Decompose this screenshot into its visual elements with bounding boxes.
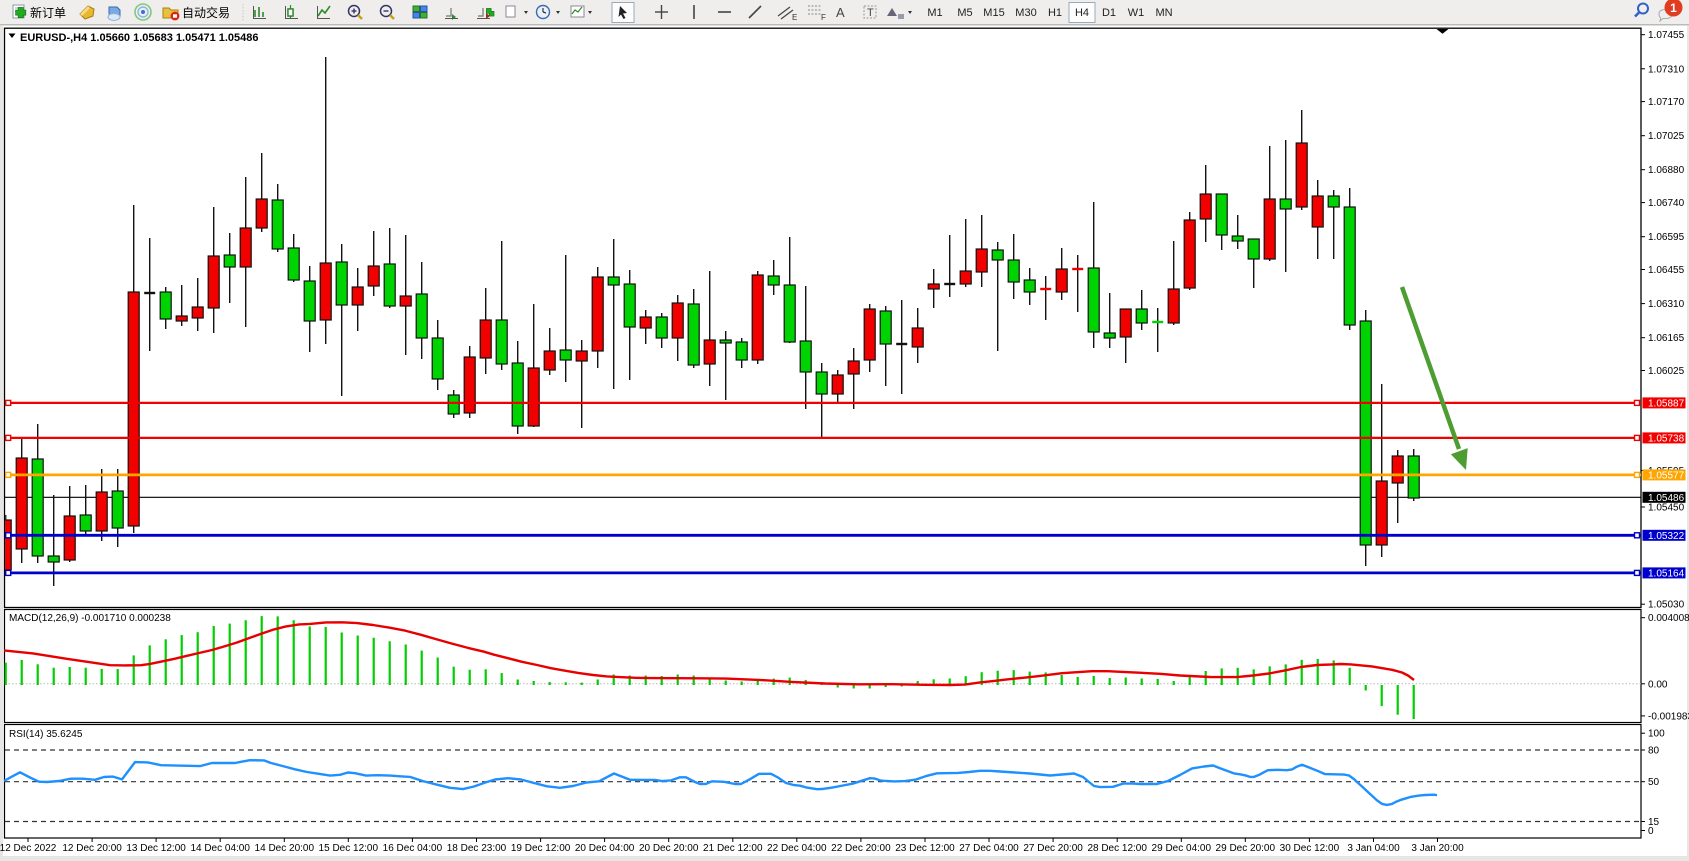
svg-text:新订单: 新订单 — [30, 5, 66, 20]
svg-text:1.07455: 1.07455 — [1648, 30, 1685, 41]
svg-text:1.05030: 1.05030 — [1648, 600, 1685, 611]
svg-text:自动交易: 自动交易 — [182, 5, 230, 20]
svg-text:80: 80 — [1648, 746, 1660, 757]
svg-text:20 Dec 20:00: 20 Dec 20:00 — [639, 843, 699, 854]
svg-text:22 Dec 04:00: 22 Dec 04:00 — [767, 843, 827, 854]
svg-text:27 Dec 20:00: 27 Dec 20:00 — [1023, 843, 1083, 854]
svg-text:-0.001983: -0.001983 — [1648, 711, 1689, 722]
svg-text:21 Dec 12:00: 21 Dec 12:00 — [703, 843, 763, 854]
svg-text:1.05486: 1.05486 — [1648, 493, 1685, 504]
svg-text:1: 1 — [1670, 1, 1677, 15]
svg-text:E: E — [792, 13, 797, 22]
svg-text:1.06165: 1.06165 — [1648, 333, 1685, 344]
svg-text:MACD(12,26,9) -0.001710 0.0002: MACD(12,26,9) -0.001710 0.000238 — [9, 613, 171, 624]
svg-text:15 Dec 12:00: 15 Dec 12:00 — [319, 843, 379, 854]
svg-text:1.07170: 1.07170 — [1648, 97, 1685, 108]
svg-text:100: 100 — [1648, 729, 1665, 740]
svg-text:14 Dec 04:00: 14 Dec 04:00 — [190, 843, 250, 854]
svg-text:13 Dec 12:00: 13 Dec 12:00 — [126, 843, 186, 854]
svg-text:20 Dec 04:00: 20 Dec 04:00 — [575, 843, 635, 854]
svg-text:1.05164: 1.05164 — [1648, 569, 1685, 580]
svg-text:1.05738: 1.05738 — [1648, 434, 1685, 445]
svg-text:19 Dec 12:00: 19 Dec 12:00 — [511, 843, 571, 854]
svg-text:3 Jan 20:00: 3 Jan 20:00 — [1411, 843, 1464, 854]
svg-text:16 Dec 04:00: 16 Dec 04:00 — [383, 843, 443, 854]
svg-text:0: 0 — [1648, 826, 1654, 837]
svg-text:14 Dec 20:00: 14 Dec 20:00 — [255, 843, 315, 854]
svg-text:RSI(14) 35.6245: RSI(14) 35.6245 — [9, 729, 83, 740]
svg-text:MN: MN — [1155, 7, 1172, 19]
svg-text:T: T — [867, 7, 874, 19]
svg-text:15: 15 — [1648, 817, 1660, 828]
svg-text:1.05887: 1.05887 — [1648, 399, 1685, 410]
svg-text:H1: H1 — [1048, 7, 1062, 19]
svg-text:EURUSD-,H4 1.05660 1.05683 1.: EURUSD-,H4 1.05660 1.05683 1.05471 1.054… — [20, 32, 259, 44]
svg-text:27 Dec 04:00: 27 Dec 04:00 — [959, 843, 1019, 854]
svg-text:1.07310: 1.07310 — [1648, 64, 1685, 75]
svg-text:0.00: 0.00 — [1648, 679, 1668, 690]
svg-text:D1: D1 — [1102, 7, 1116, 19]
svg-text:1.05577: 1.05577 — [1648, 471, 1685, 482]
svg-text:M1: M1 — [927, 7, 942, 19]
svg-text:29 Dec 20:00: 29 Dec 20:00 — [1216, 843, 1276, 854]
svg-text:1.06025: 1.06025 — [1648, 366, 1685, 377]
svg-text:1.06740: 1.06740 — [1648, 198, 1685, 209]
svg-text:1.07025: 1.07025 — [1648, 131, 1685, 142]
svg-text:1.06455: 1.06455 — [1648, 265, 1685, 276]
svg-text:W1: W1 — [1128, 7, 1145, 19]
svg-text:F: F — [821, 13, 826, 22]
svg-text:A: A — [836, 5, 845, 20]
svg-text:1.06595: 1.06595 — [1648, 232, 1685, 243]
svg-text:1.06880: 1.06880 — [1648, 165, 1685, 176]
svg-text:29 Dec 04:00: 29 Dec 04:00 — [1152, 843, 1212, 854]
svg-text:30 Dec 12:00: 30 Dec 12:00 — [1280, 843, 1340, 854]
svg-text:3 Jan 04:00: 3 Jan 04:00 — [1347, 843, 1400, 854]
svg-text:0.004008: 0.004008 — [1648, 613, 1689, 624]
svg-text:12 Dec 2022: 12 Dec 2022 — [0, 843, 57, 854]
svg-text:1.05322: 1.05322 — [1648, 531, 1685, 542]
svg-text:12 Dec 20:00: 12 Dec 20:00 — [62, 843, 122, 854]
svg-text:1.06310: 1.06310 — [1648, 299, 1685, 310]
svg-text:M30: M30 — [1015, 7, 1036, 19]
svg-text:22 Dec 20:00: 22 Dec 20:00 — [831, 843, 891, 854]
svg-text:H4: H4 — [1075, 7, 1089, 19]
svg-text:M15: M15 — [983, 7, 1004, 19]
svg-text:M5: M5 — [957, 7, 972, 19]
svg-text:18 Dec 23:00: 18 Dec 23:00 — [447, 843, 507, 854]
svg-text:28 Dec 12:00: 28 Dec 12:00 — [1087, 843, 1147, 854]
svg-text:23 Dec 12:00: 23 Dec 12:00 — [895, 843, 955, 854]
svg-text:1.05450: 1.05450 — [1648, 503, 1685, 514]
svg-text:50: 50 — [1648, 777, 1660, 788]
